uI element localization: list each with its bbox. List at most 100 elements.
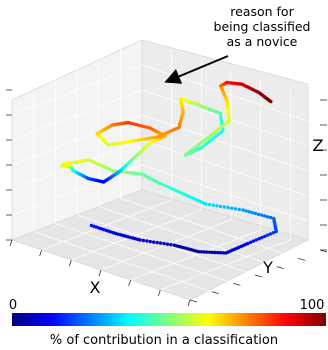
trajectory-point (116, 141, 120, 146)
trajectory-point (162, 241, 166, 246)
colorbar: 0 100 % of contribution in a classificat… (9, 298, 326, 348)
trajectory-point (259, 213, 264, 217)
y-axis-label: Y (262, 258, 273, 277)
trajectory-point (134, 171, 138, 176)
trajectory-point (210, 250, 214, 255)
trajectory-point (131, 171, 135, 175)
trajectory-point (123, 170, 127, 174)
y-axis-tick (276, 266, 284, 270)
x-axis-tick (68, 259, 72, 267)
trajectory-point (263, 234, 267, 238)
trajectory-point (169, 243, 173, 247)
trajectory-point (237, 207, 241, 212)
trajectory-point (140, 172, 144, 176)
trajectory-point (77, 159, 82, 164)
colorbar-label: % of contribution in a classification (50, 333, 278, 348)
trajectory-point (109, 142, 113, 147)
annotation-arrow (164, 55, 229, 84)
trajectory-point (143, 137, 147, 141)
trajectory-point (257, 237, 261, 241)
trajectory-point (197, 250, 201, 254)
trajectory-point (221, 251, 225, 255)
trajectory-point (246, 241, 250, 246)
x-axis-tick (39, 249, 43, 257)
y-axis-tick (189, 299, 198, 303)
y-axis-tick (319, 249, 328, 253)
trajectory (60, 80, 278, 255)
trajectory-point (241, 208, 245, 212)
grid-line (11, 64, 143, 116)
axis-ticks (6, 89, 328, 307)
trajectory-point (233, 207, 238, 211)
trajectory-point (152, 240, 156, 244)
colorbar-min-label: 0 (9, 298, 17, 313)
trajectory-point (244, 209, 248, 213)
trajectory-point (222, 205, 226, 209)
y-axis-tick (211, 291, 219, 295)
trajectory-point (254, 238, 258, 242)
trajectory-point (141, 238, 146, 243)
y-axis-tick (233, 282, 241, 286)
trajectory-point (269, 99, 273, 104)
trajectory-point (247, 210, 251, 214)
grid-line (120, 197, 299, 259)
trajectory-point (266, 233, 270, 237)
trajectory-point (207, 202, 212, 207)
trajectory-point (150, 136, 154, 140)
annotation-line-2: being classified (214, 19, 311, 34)
z-axis-label: Z (313, 136, 324, 155)
trajectory-point (218, 251, 223, 255)
trajectory-point (148, 239, 152, 244)
trajectory-point (230, 206, 234, 210)
trajectory-point (272, 216, 276, 221)
colorbar-max-label: 100 (300, 298, 325, 313)
trajectory-point (269, 215, 273, 220)
trajectory-point (211, 203, 215, 207)
trajectory-point (213, 250, 217, 255)
trajectory-point (126, 140, 130, 144)
trajectory-point (215, 204, 219, 208)
x-axis-label: X (90, 278, 101, 297)
trajectory-point (218, 204, 223, 209)
y-axis-tick (254, 274, 263, 278)
trajectory-point (251, 239, 256, 243)
x-axis-tick (187, 299, 191, 307)
trajectory-point (216, 250, 220, 255)
trajectory-point (207, 250, 212, 254)
trajectory-point (133, 138, 137, 143)
trajectory-point (128, 171, 132, 175)
trajectory-point (260, 235, 264, 240)
trajectory-point (202, 250, 206, 254)
trajectory-point (84, 158, 89, 163)
annotation-line-1: reason for (230, 4, 294, 19)
trajectory-point (256, 212, 261, 216)
trajectory-point (262, 214, 267, 218)
trajectory-point (253, 211, 257, 216)
trajectory-point (67, 161, 72, 165)
x-axis-tick (98, 269, 102, 277)
trajectory-point (137, 172, 141, 176)
plot-area-3d (10, 39, 321, 301)
annotation-line-3: as a novice (227, 34, 298, 49)
trajectory-point (248, 240, 253, 244)
trajectory-point (138, 238, 142, 242)
trajectory-point (125, 170, 130, 175)
trajectory-point (271, 231, 276, 235)
x-axis-tick (128, 279, 132, 287)
trajectory-point (268, 232, 273, 236)
trajectory-point (158, 241, 163, 245)
trajectory-point (199, 250, 204, 254)
x-axis-tick (9, 239, 13, 247)
trajectory-point (145, 239, 149, 243)
trajectory-point (226, 205, 230, 210)
annotation: reason for being classified as a novice (164, 4, 311, 84)
trajectory-point (165, 242, 170, 246)
x-axis-tick (157, 289, 161, 297)
trajectory-point (205, 250, 209, 254)
trajectory-point (265, 215, 270, 219)
trajectory-point (155, 240, 159, 245)
trajectory-point (250, 210, 254, 215)
y-axis-tick (298, 257, 306, 261)
colorbar-gradient (12, 313, 326, 326)
